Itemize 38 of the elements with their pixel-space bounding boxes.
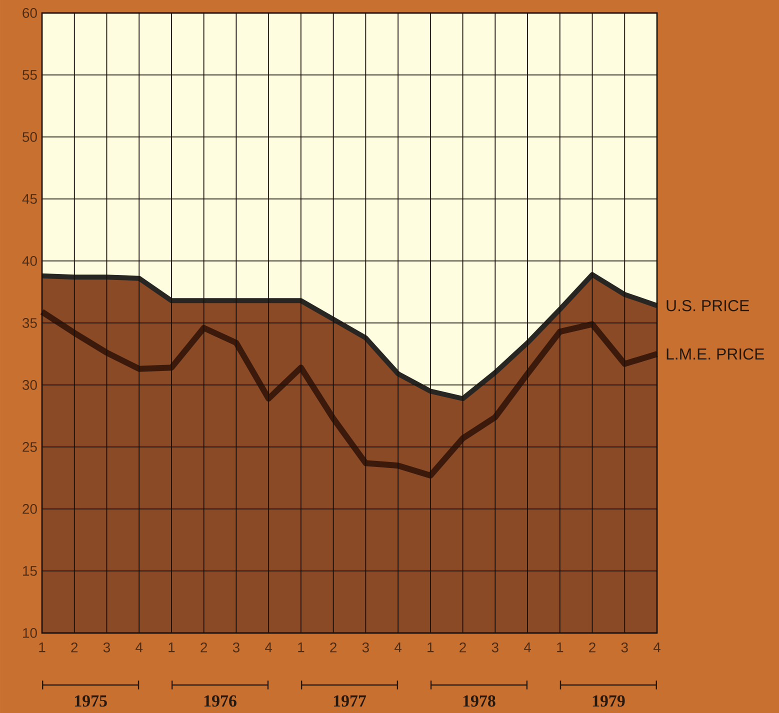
y-tick-label: 15 (23, 566, 37, 576)
y-tick-label: 20 (22, 504, 37, 514)
x-tick-label: 1 (557, 642, 564, 652)
y-tick-label: 10 (23, 628, 37, 638)
x-tick-label: 3 (103, 642, 110, 652)
y-tick-label: 40 (22, 256, 37, 266)
x-tick-label: 3 (362, 642, 369, 652)
series-label: U.S. PRICE (666, 300, 749, 312)
text: 1978 (463, 695, 496, 707)
x-tick-label: 2 (200, 642, 208, 652)
x-tick-label: 2 (589, 642, 596, 652)
text: 1977 (334, 695, 366, 707)
y-tick-label: 50 (22, 132, 37, 142)
x-tick-label: 2 (460, 642, 466, 652)
y-tick-label: 35 (22, 318, 37, 328)
y-tick-label: 60 (22, 8, 37, 18)
x-tick-label: 3 (621, 642, 628, 652)
x-tick-label: 4 (136, 642, 143, 652)
text: 1979 (592, 695, 625, 707)
x-tick-label: 2 (330, 642, 337, 652)
y-tick-label: 30 (22, 380, 37, 390)
x-tick-label: 1 (298, 642, 304, 652)
x-tick-label: 3 (492, 642, 498, 652)
x-tick-label: 4 (653, 642, 660, 652)
x-tick-label: 3 (232, 642, 240, 652)
x-tick-label: 1 (168, 642, 175, 652)
x-tick-label: 1 (428, 642, 434, 652)
x-tick-label: 4 (394, 642, 402, 652)
x-tick-label: 4 (524, 642, 531, 652)
x-tick-label: 2 (71, 642, 78, 652)
series-label: L.M.E. PRICE (666, 348, 764, 360)
x-tick-label: 1 (39, 642, 46, 652)
x-tick-label: 4 (265, 642, 272, 652)
y-tick-label: 55 (22, 70, 37, 80)
text: 1975 (74, 695, 107, 707)
y-tick-label: 25 (22, 442, 37, 452)
y-tick-label: 45 (22, 194, 37, 204)
text: 1976 (204, 695, 236, 707)
